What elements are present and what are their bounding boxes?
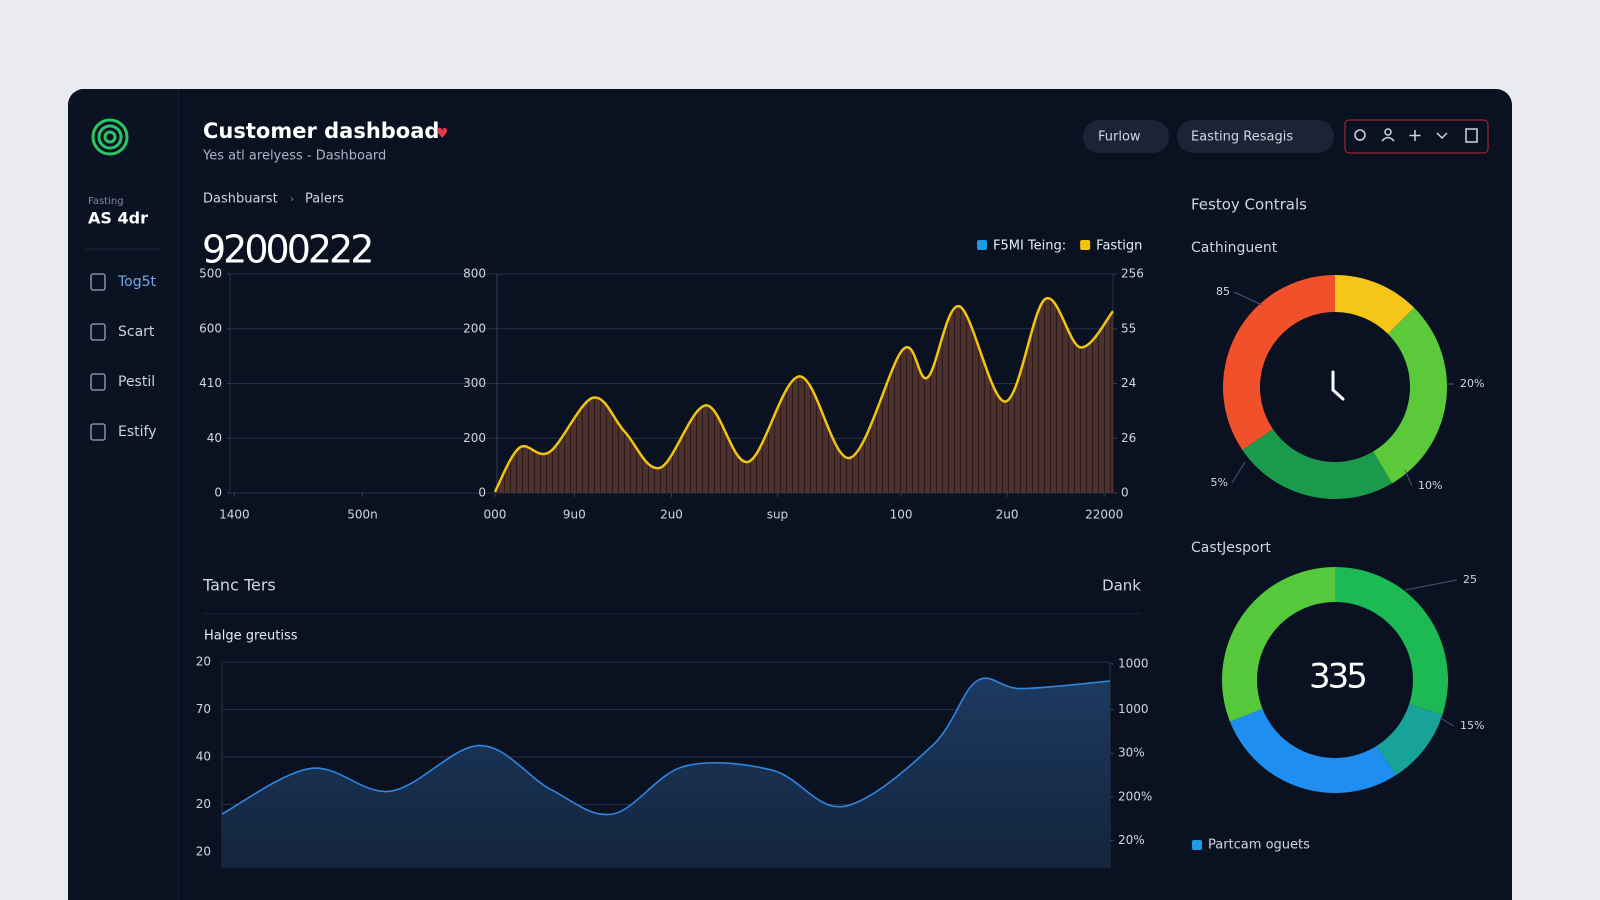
y-tick-label: 200 [463, 321, 486, 335]
y-tick-label: 0 [478, 486, 486, 500]
x-tick-label: 2u0 [996, 508, 1019, 522]
annotation: 5% [1211, 476, 1228, 489]
favorite-icon[interactable]: ♥ [436, 126, 449, 142]
center-icon [1331, 370, 1345, 401]
y2-tick-label: 1000 [1118, 656, 1149, 670]
nav-icon[interactable] [90, 373, 106, 391]
page-subtitle: Yes atl arelyess - Dashboard [202, 149, 386, 164]
annotation: 15% [1460, 719, 1484, 732]
panel-title: Festoy Contrals [1191, 196, 1307, 214]
breadcrumb-item[interactable]: Palers [305, 192, 344, 207]
legend-label: Fastign [1096, 239, 1142, 254]
toolbar [1344, 119, 1489, 154]
nav-label[interactable]: Tog5t [117, 274, 157, 290]
donut-segment [1376, 704, 1443, 776]
x-tick-label: 000 [483, 508, 506, 522]
x-tick-label: 22000 [1085, 508, 1123, 522]
legend-label: F5MI Teing: [993, 239, 1066, 254]
panel [68, 89, 1512, 900]
y-tick-label: 300 [463, 376, 486, 390]
sidebar-caption: Fasting [88, 196, 124, 207]
y2-tick-label: 256 [1121, 267, 1144, 281]
headline-number: 92000222 [202, 228, 371, 272]
y-tick-label: 20 [196, 797, 211, 811]
y2-tick-label: 30% [1118, 746, 1145, 760]
y2-tick-label: 26 [1121, 431, 1136, 445]
annotation: 20% [1460, 377, 1484, 390]
donut-segment [1229, 708, 1396, 793]
logo [91, 118, 129, 156]
area-fill [494, 298, 1113, 493]
chart-title: Halge greutiss [204, 629, 298, 644]
center-label: 335 [1309, 657, 1365, 697]
donut-segment [1242, 429, 1393, 500]
leader-line [1439, 717, 1455, 727]
x-tick-label: 1400 [219, 508, 250, 522]
y-tick-label: 200 [463, 431, 486, 445]
x-tick-label: 500n [347, 508, 378, 522]
y2-tick-label: 0 [1121, 486, 1129, 500]
line [221, 677, 1111, 816]
y-tick-label: 600 [199, 321, 222, 335]
legend-swatch [977, 240, 987, 250]
donut-segment [1373, 307, 1447, 484]
nav-label[interactable]: Scart [118, 324, 155, 340]
donut-segment [1222, 567, 1336, 722]
donut-segment [1223, 275, 1335, 450]
dropdown-label[interactable]: Easting Resagis [1191, 130, 1293, 145]
x-tick-label: 9u0 [563, 508, 586, 522]
toolbar-icons[interactable] [1354, 128, 1478, 143]
nav-icon[interactable] [90, 323, 106, 341]
legend-swatch [1192, 840, 1202, 850]
donut-segment [1335, 275, 1415, 334]
nav-icon[interactable] [90, 273, 106, 291]
account-name: AS 4dr [88, 209, 148, 228]
y-tick-label: 500 [199, 267, 222, 281]
legend-swatch [1080, 240, 1091, 250]
y-tick-label: 70 [196, 702, 211, 716]
y-tick-label: 40 [207, 431, 222, 445]
breadcrumb-separator: › [290, 194, 294, 205]
x-tick-label: 100 [890, 508, 913, 522]
leader-line [1404, 469, 1413, 487]
section-title: Tanc Ters [202, 576, 276, 595]
y-tick-label: 800 [463, 267, 486, 281]
y2-tick-label: 200% [1118, 789, 1152, 803]
x-tick-label: 2u0 [660, 508, 683, 522]
y-tick-label: 0 [214, 486, 222, 500]
leader-line [1231, 461, 1246, 484]
button-label[interactable]: Furlow [1098, 130, 1141, 145]
y-tick-label: 20 [196, 845, 211, 859]
annotation: 85 [1216, 285, 1230, 298]
annotation: 10% [1418, 479, 1442, 492]
dropdown[interactable] [1177, 120, 1334, 153]
breadcrumb-item[interactable]: Dashbuarst [203, 192, 278, 207]
section-action[interactable]: Dank [1102, 577, 1141, 595]
y2-tick-label: 55 [1121, 321, 1136, 335]
y-tick-label: 20 [196, 655, 211, 669]
x-tick-label: sup [767, 508, 788, 522]
legend-label: Partcam oguets [1208, 838, 1310, 853]
y2-tick-label: 20% [1118, 833, 1145, 847]
sidebar [68, 89, 178, 900]
leader-line [1233, 291, 1263, 306]
line [493, 297, 1114, 493]
button[interactable] [1083, 120, 1169, 153]
y2-tick-label: 1000 [1118, 702, 1149, 716]
page-title: Customer dashboad [203, 119, 439, 143]
nav-icon[interactable] [90, 423, 106, 441]
chart-title: CastJesport [1191, 540, 1271, 556]
y-tick-label: 40 [196, 750, 211, 764]
y-tick-label: 410 [199, 376, 222, 390]
annotation: 25 [1463, 573, 1477, 586]
donut-segment [1335, 567, 1448, 715]
nav-label[interactable]: Pestil [118, 374, 155, 390]
nav-label[interactable]: Estify [118, 424, 157, 440]
area-fill [222, 678, 1110, 868]
leader-line [1404, 579, 1458, 591]
y2-tick-label: 24 [1121, 376, 1136, 390]
chart-title: Cathinguent [1191, 240, 1278, 256]
